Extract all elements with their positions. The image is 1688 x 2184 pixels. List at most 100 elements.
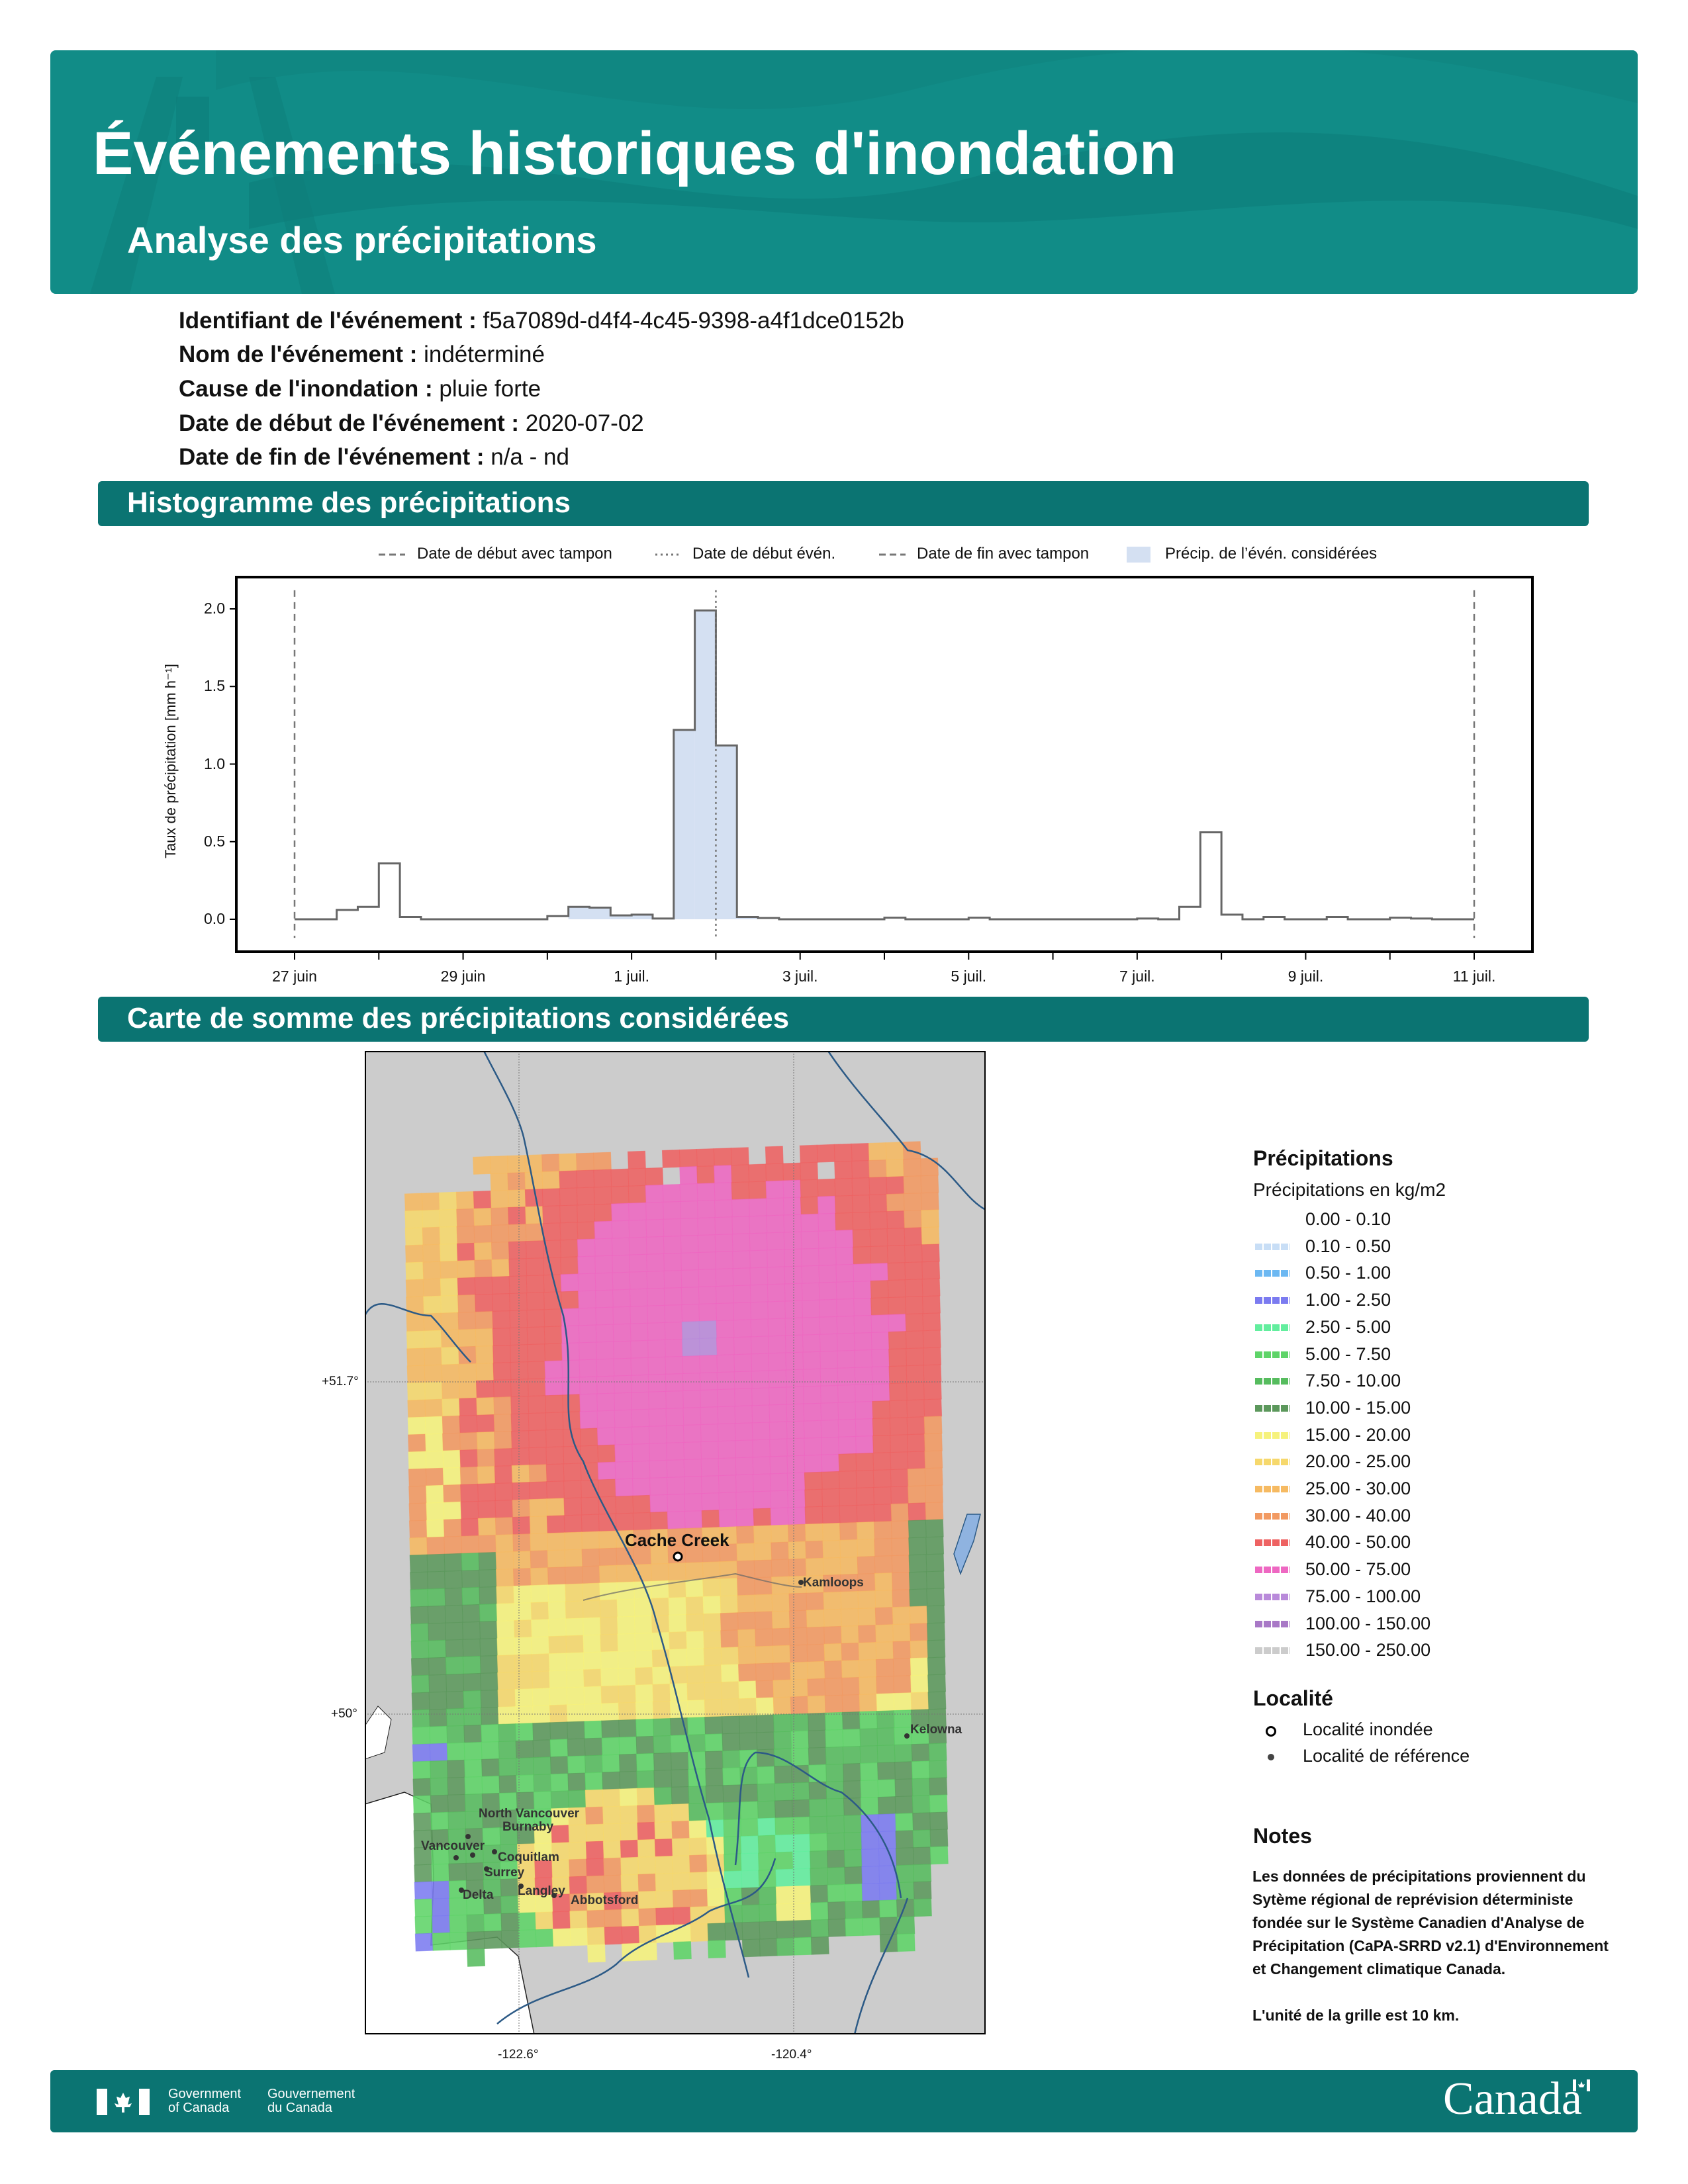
precip-cell	[892, 1641, 912, 1660]
precip-cell	[927, 1657, 946, 1676]
precip-cell	[887, 1279, 906, 1298]
precip-cell	[702, 1613, 722, 1632]
precip-cell	[404, 1244, 424, 1263]
precip-cell	[431, 1863, 450, 1882]
y-tick-label: 0.5	[204, 832, 225, 850]
precip-cell	[458, 1345, 477, 1365]
precip-cell	[696, 1200, 716, 1219]
legend-item-label: 0.10 - 0.50	[1305, 1236, 1391, 1256]
precip-cell	[910, 1657, 929, 1676]
precip-cell	[532, 1739, 551, 1758]
precip-cell	[443, 1484, 462, 1503]
precip-cell	[492, 1310, 511, 1329]
precip-cell	[802, 1299, 821, 1318]
precip-cell	[447, 1794, 466, 1813]
precip-cell	[732, 1250, 751, 1269]
precip-cell	[889, 1417, 908, 1436]
precip-cell	[808, 1729, 827, 1749]
precip-cell	[852, 1246, 871, 1265]
precip-cell	[653, 1717, 672, 1737]
precip-cell	[440, 1260, 459, 1279]
precip-cell	[890, 1451, 909, 1471]
precip-cell	[787, 1524, 806, 1543]
precip-cell	[561, 1359, 581, 1379]
precip-cell	[648, 1425, 667, 1444]
precip-cell	[731, 1199, 750, 1218]
precip-cell	[410, 1606, 429, 1625]
precip-cell	[925, 1519, 944, 1538]
precip-cell	[690, 1923, 709, 1942]
precip-cell	[439, 1208, 458, 1228]
precip-cell	[566, 1686, 585, 1706]
precip-cell	[545, 1394, 564, 1414]
precip-cell	[548, 1635, 567, 1655]
wordmark-flag-icon	[1573, 2079, 1590, 2091]
precip-cell	[645, 1236, 665, 1255]
precip-cell	[444, 1570, 463, 1589]
precip-cell	[856, 1487, 875, 1506]
precip-cell	[512, 1533, 532, 1553]
precip-cell	[876, 1676, 895, 1695]
precip-cell	[800, 1230, 820, 1250]
precip-cell	[844, 1883, 863, 1902]
precip-cell	[409, 1537, 428, 1556]
precip-cell	[860, 1780, 879, 1798]
precip-cell	[666, 1441, 685, 1461]
precip-cell	[715, 1285, 734, 1304]
precip-cell	[741, 1938, 761, 1958]
precip-cell	[529, 1516, 548, 1535]
precip-cell	[600, 1702, 620, 1721]
precip-cell	[563, 1514, 583, 1533]
precip-cell	[467, 1948, 486, 1967]
precip-cell	[702, 1578, 722, 1598]
precip-cell	[559, 1222, 579, 1241]
precip-cell	[466, 1931, 485, 1950]
precip-cell	[714, 1165, 733, 1184]
precip-cell	[449, 1914, 468, 1933]
precip-cell	[803, 1420, 822, 1439]
precip-cell	[769, 1455, 788, 1475]
precip-cell	[604, 1926, 623, 1945]
precip-cell	[597, 1461, 616, 1480]
locality-label: Vancouver	[421, 1839, 485, 1853]
precip-cell	[890, 1469, 909, 1488]
precip-cell	[599, 1582, 618, 1601]
precip-cell	[494, 1465, 513, 1484]
precip-cell	[888, 1314, 907, 1333]
precip-cell	[910, 1674, 929, 1694]
precip-cell	[569, 1876, 588, 1895]
precip-cell	[810, 1901, 829, 1921]
precip-cell	[735, 1525, 755, 1545]
precip-cell	[599, 1616, 618, 1635]
precip-cell	[647, 1373, 667, 1392]
precip-cell	[841, 1711, 861, 1730]
precip-cell	[408, 1502, 428, 1522]
precip-cell	[494, 1482, 514, 1501]
precip-cell	[836, 1332, 855, 1351]
flood-cause-row: Cause de l'inondation : pluie forte	[179, 376, 541, 402]
map-section-header: Carte de somme des précipitations consid…	[98, 997, 1589, 1042]
precip-cell	[541, 1171, 561, 1190]
precip-cell	[569, 1858, 588, 1878]
precip-cell	[547, 1584, 567, 1603]
precip-cell	[686, 1682, 706, 1702]
precip-cell	[621, 1925, 640, 1944]
precip-cell	[907, 1451, 926, 1470]
precip-cell	[733, 1319, 752, 1338]
legend-swatch	[1255, 1378, 1290, 1385]
precip-cell	[786, 1420, 805, 1439]
precip-cell	[603, 1857, 622, 1876]
precip-cell	[804, 1454, 823, 1473]
precip-cell	[586, 1875, 605, 1894]
map-section-title: Carte de somme des précipitations consid…	[127, 1002, 790, 1034]
precip-cell	[498, 1741, 517, 1760]
precip-cell	[684, 1562, 704, 1581]
precip-cell	[653, 1803, 673, 1823]
precip-cell	[518, 1929, 537, 1948]
legend-item-label: 20.00 - 25.00	[1305, 1451, 1411, 1472]
precip-cell	[759, 1938, 778, 1957]
flooded-locality-marker[interactable]	[673, 1551, 683, 1562]
precip-cell	[585, 1806, 604, 1825]
precip-cell	[757, 1835, 776, 1854]
precip-cell	[903, 1193, 922, 1212]
